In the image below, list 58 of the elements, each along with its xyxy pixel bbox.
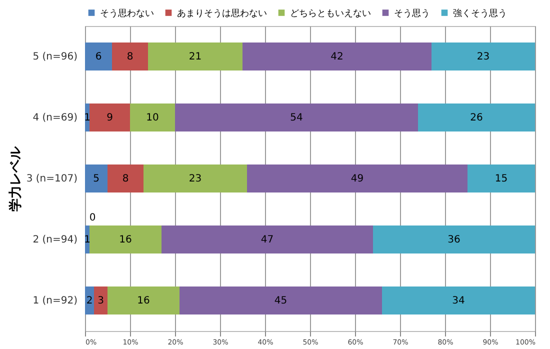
bar: [468, 164, 535, 192]
bar: [247, 164, 468, 192]
bar: [242, 42, 432, 70]
data-label: 26: [470, 112, 483, 124]
data-label: 1: [84, 112, 90, 124]
data-label: 21: [188, 52, 202, 62]
bar: [432, 42, 535, 70]
y-tick-label: 2 (n=94): [32, 234, 78, 246]
bar: [90, 104, 130, 132]
bar: [85, 42, 112, 70]
data-label: 42: [330, 52, 344, 62]
bar: [108, 286, 180, 314]
data-label: 23: [188, 174, 202, 184]
bar: [108, 164, 144, 192]
data-label: 16: [137, 296, 150, 306]
data-label: 16: [119, 234, 132, 246]
data-label: 49: [350, 174, 364, 184]
legend-label: そう思わない: [100, 8, 154, 19]
bar: [373, 226, 535, 254]
data-label: 10: [146, 112, 159, 124]
annotation: 0: [89, 212, 96, 224]
data-label: 5: [93, 174, 100, 184]
y-tick-label: 3 (n=107): [26, 174, 78, 184]
bar: [90, 226, 162, 254]
bar: [382, 286, 535, 314]
bar: [180, 286, 382, 314]
data-label: 36: [448, 234, 460, 246]
data-label: 45: [274, 296, 288, 306]
data-label: 3: [98, 296, 104, 306]
legend-label: 強くそう思う: [453, 8, 507, 19]
y-axis-title: 学力レベル: [8, 146, 24, 212]
bar: [85, 164, 108, 192]
bar: [85, 286, 94, 314]
bar: [418, 104, 535, 132]
data-label: 6: [95, 52, 102, 62]
data-label: 8: [122, 174, 129, 184]
bar: [175, 104, 418, 132]
data-label: 8: [126, 52, 134, 62]
bar: [130, 104, 175, 132]
legend-label: どちらともいえない: [290, 8, 371, 19]
data-label: 23: [476, 52, 490, 62]
data-label: 2: [86, 296, 93, 306]
bar: [162, 226, 373, 254]
data-label: 47: [260, 234, 274, 246]
bar: [112, 42, 148, 70]
bar: [94, 286, 108, 314]
bar: [144, 164, 247, 192]
data-label: 9: [106, 112, 113, 124]
bar: [148, 42, 242, 70]
data-label: 15: [494, 174, 508, 184]
y-tick-label: 4 (n=69): [32, 112, 78, 124]
data-label: 34: [452, 296, 465, 306]
data-label: 54: [290, 112, 303, 124]
legend-label: あまりそうは思わない: [177, 8, 267, 19]
y-tick-label: 5 (n=96): [32, 52, 78, 62]
legend-label: そう思う: [394, 8, 430, 19]
data-label: 1: [84, 234, 90, 246]
y-tick-label: 1 (n=92): [32, 296, 78, 306]
